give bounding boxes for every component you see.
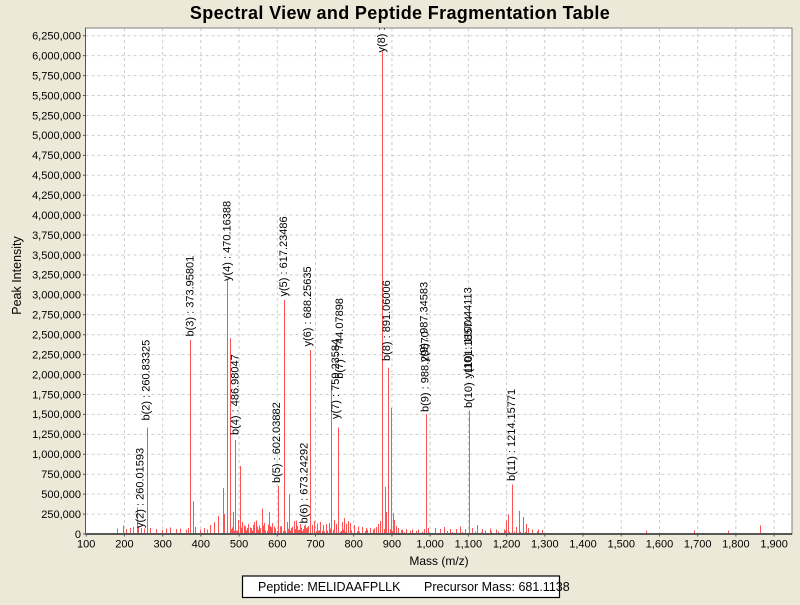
svg-text:Mass (m/z): Mass (m/z) (409, 554, 468, 568)
svg-text:2,500,000: 2,500,000 (32, 330, 81, 342)
svg-text:y(8) : 874.26113: y(8) : 874.26113 (376, 0, 388, 53)
svg-text:1,750,000: 1,750,000 (32, 389, 81, 401)
svg-text:y(7) : 759.23584: y(7) : 759.23584 (330, 339, 342, 419)
svg-text:5,250,000: 5,250,000 (32, 110, 81, 122)
svg-text:b(7) : 744.07898: b(7) : 744.07898 (334, 298, 346, 379)
svg-text:5,000,000: 5,000,000 (32, 130, 81, 142)
svg-text:400: 400 (192, 539, 210, 551)
svg-text:3,250,000: 3,250,000 (32, 270, 81, 282)
svg-text:y(2) : 260.01593: y(2) : 260.01593 (135, 448, 147, 528)
svg-text:1,300: 1,300 (531, 539, 559, 551)
svg-text:y(5) : 617.23486: y(5) : 617.23486 (278, 216, 290, 296)
svg-text:4,000,000: 4,000,000 (32, 210, 81, 222)
svg-text:6,250,000: 6,250,000 (32, 31, 81, 43)
svg-text:1,200: 1,200 (493, 539, 521, 551)
svg-text:1,400: 1,400 (569, 539, 597, 551)
svg-text:b(2) : 260.83325: b(2) : 260.83325 (141, 340, 153, 421)
svg-text:1,000,000: 1,000,000 (32, 449, 81, 461)
svg-text:y(9) : 987.34583: y(9) : 987.34583 (419, 282, 431, 362)
svg-text:5,750,000: 5,750,000 (32, 70, 81, 82)
svg-text:1,500: 1,500 (607, 539, 635, 551)
svg-text:2,000,000: 2,000,000 (32, 369, 81, 381)
svg-text:Peak Intensity: Peak Intensity (10, 235, 24, 314)
svg-text:1,800: 1,800 (722, 539, 750, 551)
svg-text:3,500,000: 3,500,000 (32, 250, 81, 262)
svg-text:4,750,000: 4,750,000 (32, 150, 81, 162)
svg-text:1,700: 1,700 (684, 539, 712, 551)
svg-text:b(8) : 891.06006: b(8) : 891.06006 (381, 280, 393, 361)
svg-text:b(11) : 1214.15771: b(11) : 1214.15771 (506, 389, 518, 481)
svg-text:900: 900 (383, 539, 401, 551)
svg-text:1,600: 1,600 (646, 539, 674, 551)
svg-text:b(4) : 486.98047: b(4) : 486.98047 (229, 354, 241, 435)
svg-text:1,100: 1,100 (455, 539, 483, 551)
svg-text:6,000,000: 6,000,000 (32, 50, 81, 62)
svg-text:y(10) : 1100.44113: y(10) : 1100.44113 (462, 287, 474, 378)
svg-text:500,000: 500,000 (41, 489, 81, 501)
svg-text:2,750,000: 2,750,000 (32, 310, 81, 322)
svg-text:0: 0 (75, 529, 81, 541)
svg-text:y(6) : 688.25635: y(6) : 688.25635 (302, 266, 314, 346)
svg-text:b(6) : 673.24292: b(6) : 673.24292 (299, 443, 311, 524)
svg-text:b(10) : 1101.18574: b(10) : 1101.18574 (463, 316, 475, 408)
svg-text:b(5) : 602.03882: b(5) : 602.03882 (271, 402, 283, 483)
svg-text:1,500,000: 1,500,000 (32, 409, 81, 421)
svg-text:3,750,000: 3,750,000 (32, 230, 81, 242)
svg-text:1,000: 1,000 (416, 539, 444, 551)
svg-text:b(9) : 988.29570: b(9) : 988.29570 (419, 331, 431, 412)
svg-text:800: 800 (345, 539, 363, 551)
svg-text:750,000: 750,000 (41, 469, 81, 481)
svg-text:1,250,000: 1,250,000 (32, 429, 81, 441)
svg-text:100: 100 (77, 539, 95, 551)
svg-text:Peptide: MELIDAAFPLLK: Peptide: MELIDAAFPLLK (258, 580, 401, 594)
svg-text:4,250,000: 4,250,000 (32, 190, 81, 202)
svg-text:Precursor Mass: 681.1138: Precursor Mass: 681.1138 (424, 580, 570, 594)
svg-text:2,250,000: 2,250,000 (32, 349, 81, 361)
svg-text:600: 600 (268, 539, 286, 551)
svg-text:y(4) : 470.16388: y(4) : 470.16388 (221, 201, 233, 281)
svg-text:250,000: 250,000 (41, 509, 81, 521)
svg-text:5,500,000: 5,500,000 (32, 90, 81, 102)
svg-text:300: 300 (153, 539, 171, 551)
svg-text:500: 500 (230, 539, 248, 551)
svg-text:4,500,000: 4,500,000 (32, 170, 81, 182)
svg-text:b(3) : 373.95801: b(3) : 373.95801 (184, 256, 196, 337)
svg-text:1,900: 1,900 (760, 539, 788, 551)
svg-text:3,000,000: 3,000,000 (32, 290, 81, 302)
svg-text:700: 700 (306, 539, 324, 551)
svg-text:200: 200 (115, 539, 133, 551)
svg-text:Spectral View and Peptide Frag: Spectral View and Peptide Fragmentation … (190, 3, 610, 23)
